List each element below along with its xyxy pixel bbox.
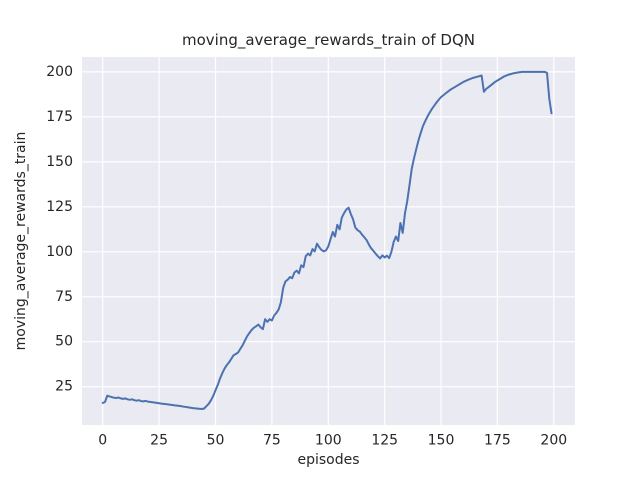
y-tick-label: 150 bbox=[46, 154, 73, 170]
x-tick-label: 50 bbox=[207, 433, 225, 449]
y-tick-label: 200 bbox=[46, 64, 73, 80]
x-tick-label: 0 bbox=[98, 433, 107, 449]
series-line-dqn bbox=[101, 70, 553, 410]
y-tick-label: 50 bbox=[55, 334, 73, 350]
y-tick-label: 25 bbox=[55, 379, 73, 395]
chart-title: moving_average_rewards_train of DQN bbox=[181, 31, 476, 49]
x-tick-label: 25 bbox=[150, 433, 168, 449]
x-tick-label: 175 bbox=[484, 433, 511, 449]
x-tick-label: 75 bbox=[263, 433, 281, 449]
x-tick-label: 200 bbox=[540, 433, 567, 449]
y-axis-label: moving_average_rewards_train bbox=[13, 131, 29, 351]
x-tick-label: 100 bbox=[315, 433, 342, 449]
y-tick-label: 125 bbox=[46, 199, 73, 215]
x-tick-label: 150 bbox=[428, 433, 455, 449]
x-tick-label: 125 bbox=[371, 433, 398, 449]
x-axis-label: episodes bbox=[297, 452, 360, 468]
y-tick-label: 175 bbox=[46, 109, 73, 125]
y-tick-label: 100 bbox=[46, 244, 73, 260]
y-tick-label: 75 bbox=[55, 289, 73, 305]
